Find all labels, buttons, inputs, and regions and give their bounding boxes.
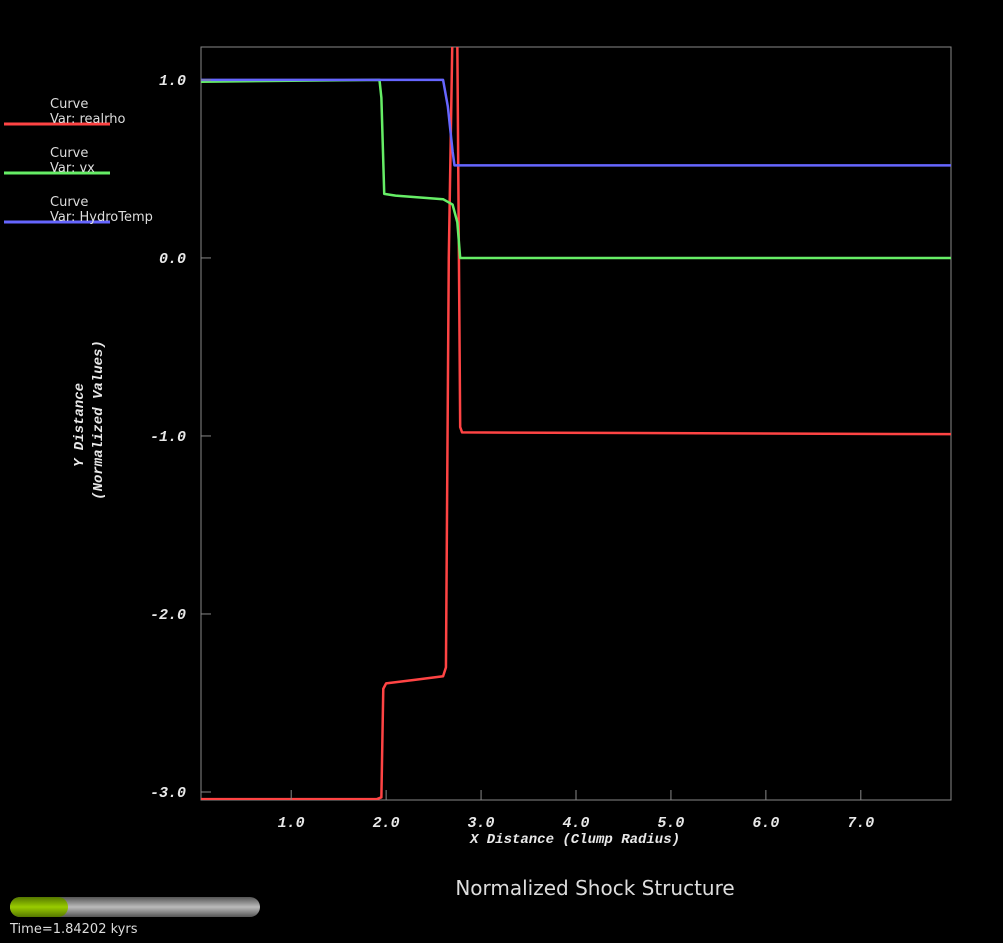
legend-label: Curve [50, 97, 88, 112]
progress-fill [10, 897, 68, 917]
x-tick-label: 1.0 [278, 815, 305, 832]
y-axis-label: Y Distance [72, 383, 88, 467]
x-tick-label: 5.0 [657, 815, 684, 832]
x-tick-label: 7.0 [847, 815, 874, 832]
legend-label: Var: realrho [50, 112, 125, 127]
y-axis-label: (Normalized Values) [91, 340, 107, 500]
legend-label: Curve [50, 146, 88, 161]
legend-label: Var: vx [50, 161, 95, 176]
x-tick-label: 4.0 [562, 815, 589, 832]
x-tick-label: 2.0 [373, 815, 400, 832]
x-axis-label: X Distance (Clump Radius) [469, 832, 680, 848]
data-line [201, 78, 951, 167]
legend-label: Var: HydroTemp [50, 210, 153, 225]
x-tick-label: 3.0 [468, 815, 495, 832]
plot-frame [200, 46, 952, 801]
y-tick-label: -2.0 [150, 607, 186, 624]
y-tick-label: -1.0 [150, 429, 186, 446]
progress-bar [10, 897, 260, 917]
legend-label: Curve [50, 195, 88, 210]
y-tick-label: -3.0 [150, 785, 186, 802]
y-tick-label: 1.0 [159, 73, 186, 90]
chart-title: Normalized Shock Structure [455, 876, 734, 900]
x-tick-label: 6.0 [752, 815, 779, 832]
data-line [201, 78, 951, 260]
data-line [201, 47, 951, 800]
time-label: Time=1.84202 kyrs [9, 922, 138, 937]
y-tick-label: 0.0 [159, 251, 186, 268]
plot-area [201, 47, 951, 800]
